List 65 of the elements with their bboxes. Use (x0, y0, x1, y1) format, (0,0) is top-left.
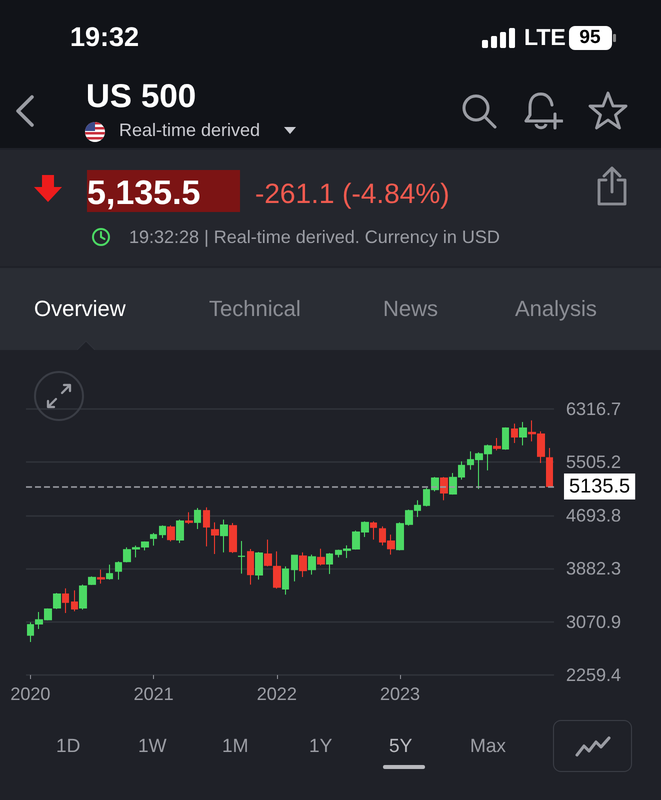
candlestick (71, 590, 78, 612)
candlestick (273, 550, 281, 590)
candlestick (370, 520, 377, 540)
x-tick-label: 2021 (134, 684, 174, 704)
candlestick (511, 423, 518, 444)
candlestick (106, 564, 113, 580)
text: Analysis (515, 296, 597, 322)
text: Overview (34, 296, 126, 322)
candlestick (229, 522, 237, 554)
text: 1W (138, 736, 166, 758)
candlestick (88, 576, 96, 586)
text: 95 (578, 27, 602, 49)
candlestick (546, 447, 553, 488)
candlestick (97, 569, 105, 584)
text: News (383, 296, 438, 322)
candlestick (53, 592, 61, 610)
candlestick (115, 560, 122, 580)
candlestick (282, 566, 289, 596)
candlestick (326, 552, 333, 574)
candlestick (150, 532, 157, 546)
candlestick (220, 519, 228, 553)
x-tick-label: 2023 (380, 684, 420, 704)
chart-title: US 500 (86, 77, 196, 115)
text: Technical (209, 296, 301, 322)
candlestick (167, 524, 175, 542)
candlestick (247, 548, 254, 586)
candlestick (502, 426, 509, 450)
candlestick (238, 540, 245, 574)
candlestick (493, 438, 501, 451)
candlestick (255, 551, 263, 580)
x-tick-label: 2022 (256, 684, 297, 704)
y-tick-label: 3070.9 (566, 612, 622, 632)
candlestick (291, 554, 298, 582)
ref-line-label: 5135.5 (569, 475, 630, 498)
candlestick (264, 539, 272, 567)
text: 1D (56, 736, 80, 758)
text: 1M (222, 736, 248, 758)
y-tick-label: 4693.8 (566, 505, 622, 526)
text: 5Y (389, 736, 412, 758)
y-tick-label: 3882.3 (566, 558, 622, 579)
text: 5,135.5 (87, 170, 240, 212)
candlestick (203, 506, 210, 547)
text: 19:32:28 | Real-time derived. Currency in USD (129, 227, 500, 248)
y-tick-label: 6316.7 (566, 399, 622, 419)
chart-subtitle: Real-time derived (119, 120, 260, 141)
candlestick (194, 507, 201, 530)
y-tick-label: 5505.2 (566, 452, 622, 472)
text: 1Y (309, 736, 332, 758)
y-tick-label: 2259.4 (566, 665, 622, 685)
text: LTE (524, 24, 566, 51)
x-tick-label: 2020 (10, 684, 50, 704)
candlestick (176, 519, 184, 544)
candlestick (62, 588, 69, 614)
candlestick (299, 552, 307, 578)
candlestick (308, 554, 316, 576)
candlestick (211, 522, 219, 554)
candlestick (519, 422, 527, 446)
text: Max (470, 736, 506, 758)
candlestick (185, 512, 193, 524)
candlestick (440, 476, 448, 501)
candlestick (159, 524, 166, 539)
text: -261.1 (-4.84%) (255, 178, 450, 210)
candlestick (317, 548, 325, 566)
text: 19:32 (70, 22, 140, 53)
candlestick (79, 584, 87, 610)
